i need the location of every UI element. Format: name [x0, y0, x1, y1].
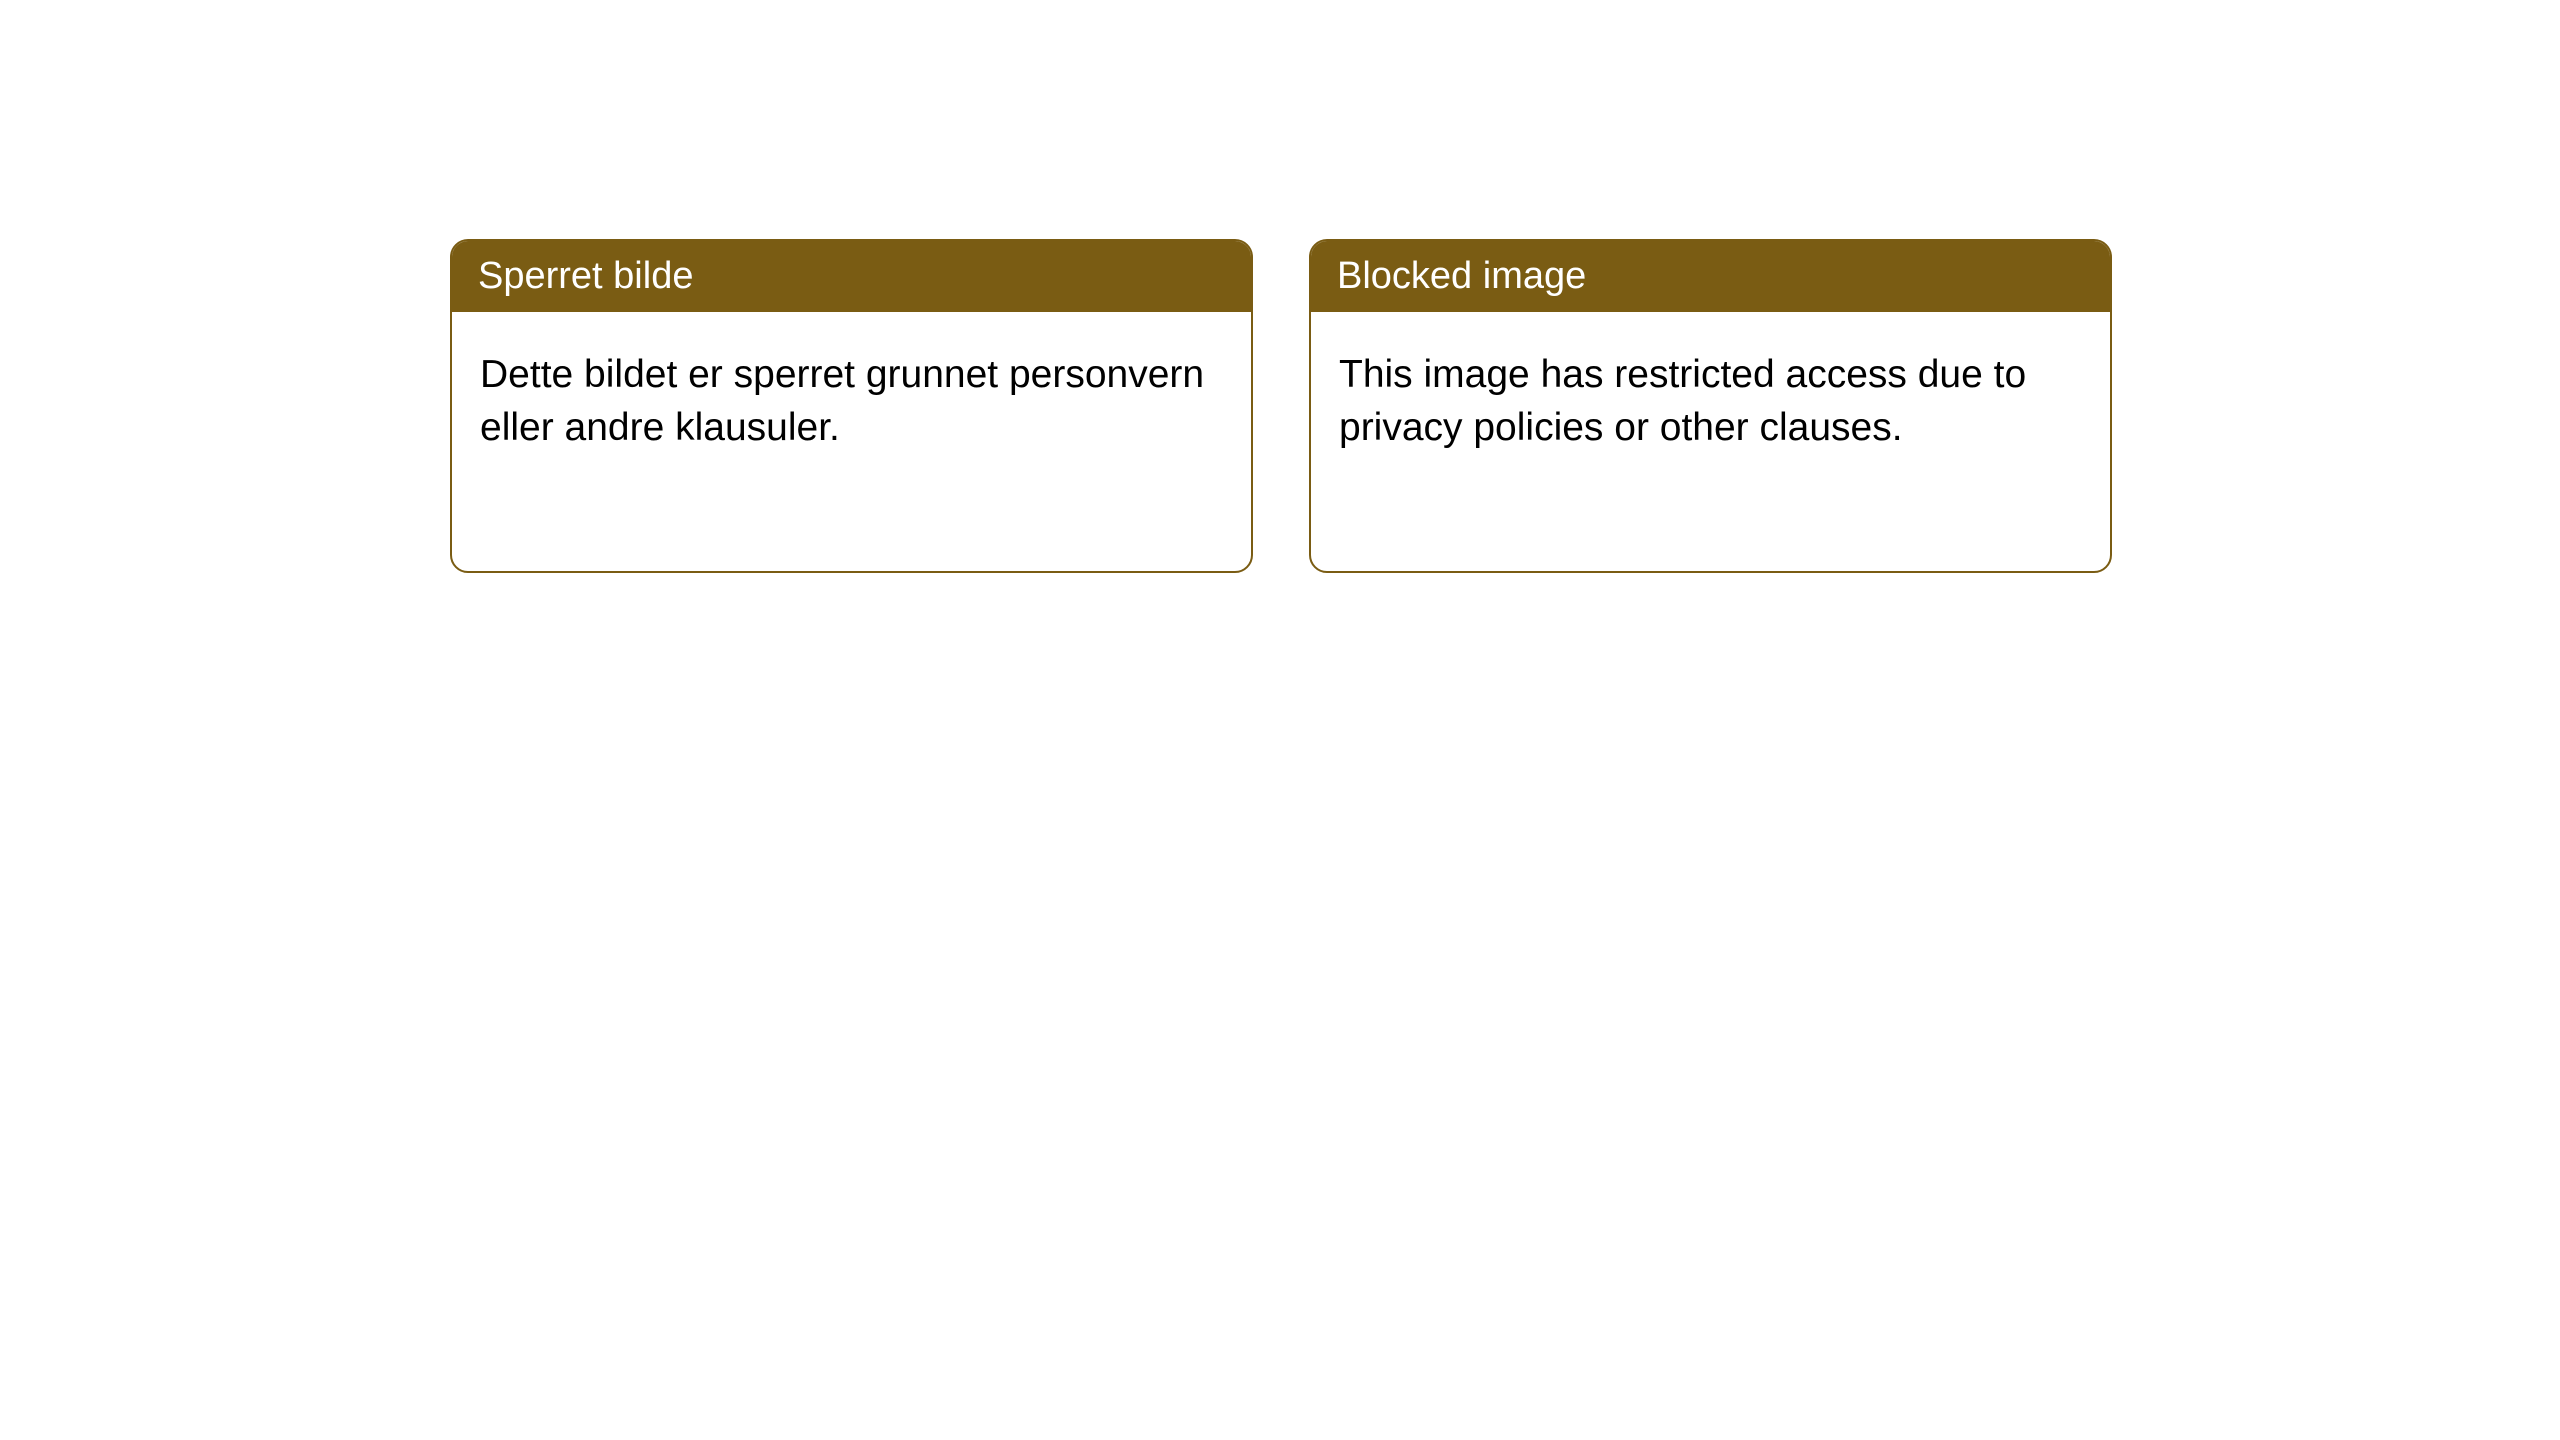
notice-message: This image has restricted access due to …	[1339, 353, 2026, 449]
notice-header: Blocked image	[1311, 241, 2110, 312]
notice-container: Sperret bilde Dette bildet er sperret gr…	[0, 0, 2560, 573]
notice-message: Dette bildet er sperret grunnet personve…	[480, 353, 1204, 449]
notice-title: Blocked image	[1337, 255, 1586, 297]
notice-card-norwegian: Sperret bilde Dette bildet er sperret gr…	[450, 239, 1253, 573]
notice-header: Sperret bilde	[452, 241, 1251, 312]
notice-body: This image has restricted access due to …	[1311, 312, 2110, 490]
notice-body: Dette bildet er sperret grunnet personve…	[452, 312, 1251, 490]
notice-card-english: Blocked image This image has restricted …	[1309, 239, 2112, 573]
notice-title: Sperret bilde	[478, 255, 693, 297]
